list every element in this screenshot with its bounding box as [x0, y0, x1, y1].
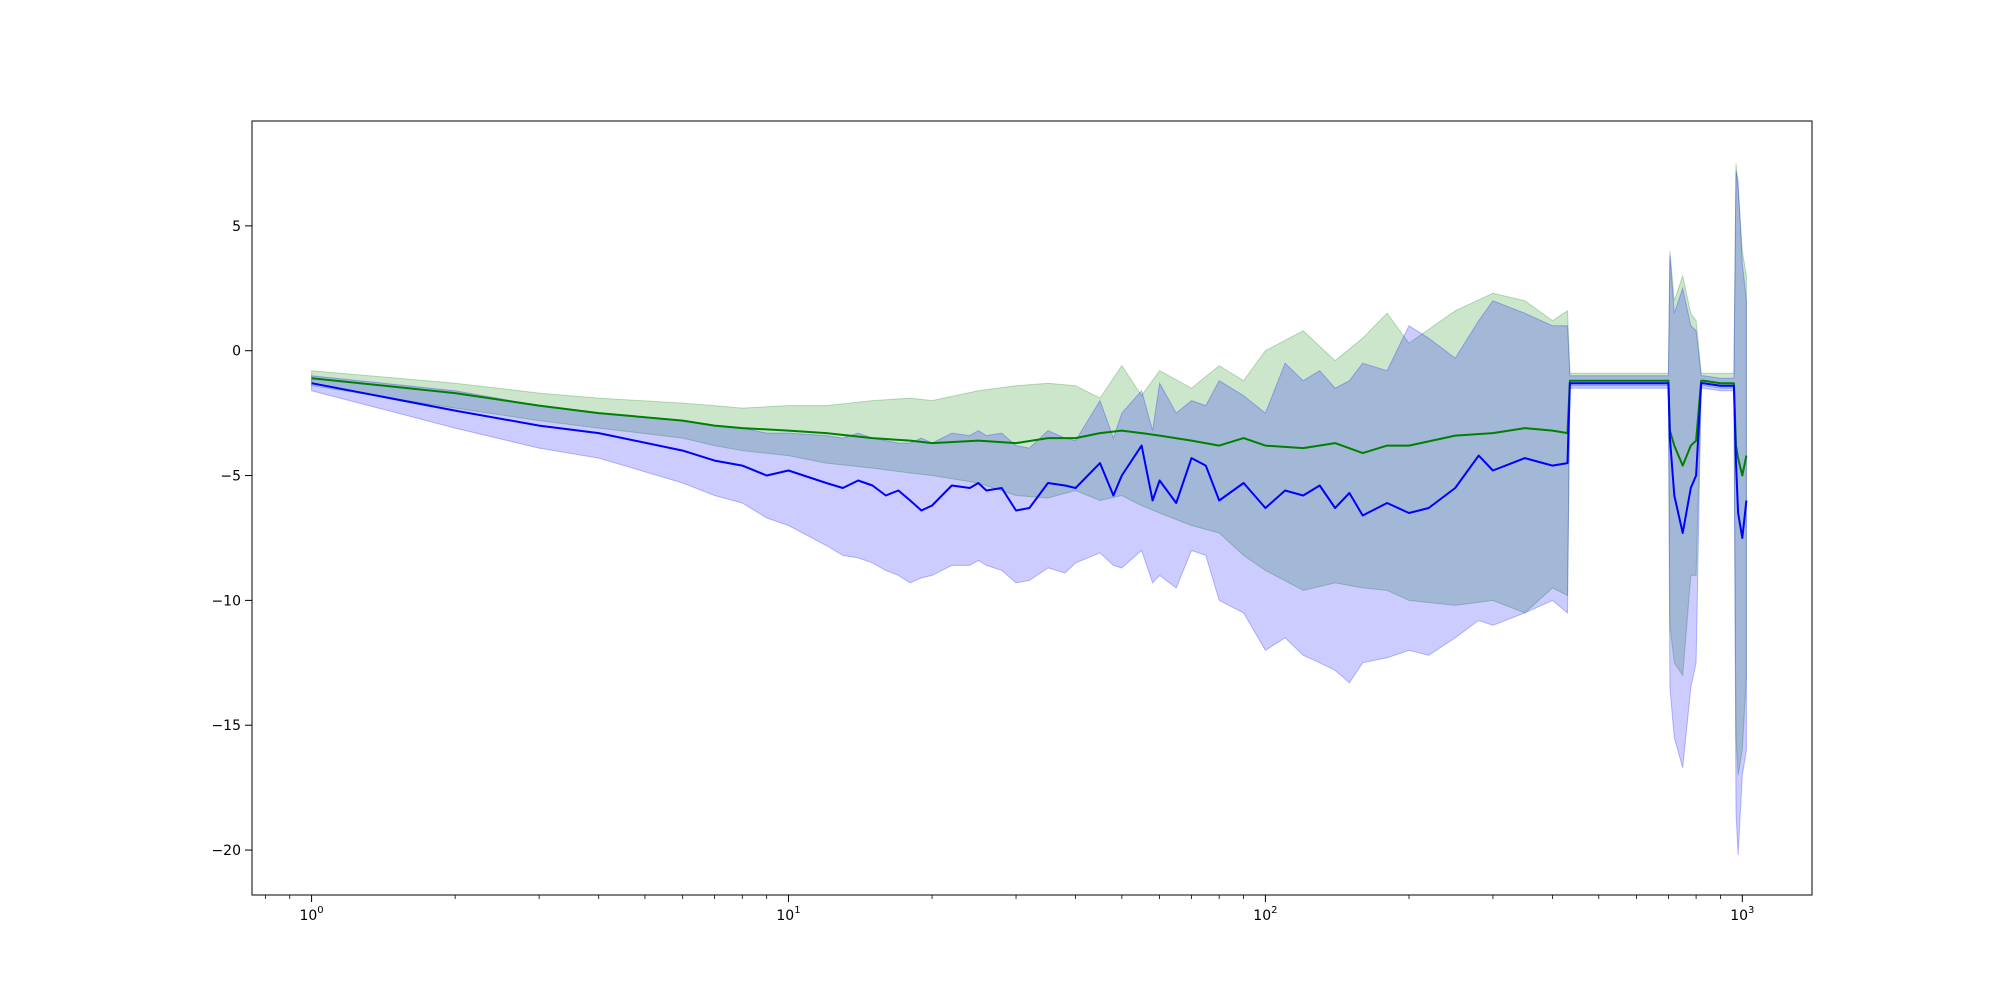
confidence-bands: [311, 163, 1747, 856]
x-axis: 100 101 102 103: [264, 895, 1754, 924]
y-tick-label: −15: [211, 718, 241, 734]
series-0-line: [311, 377, 1748, 477]
y-tick-label: 5: [232, 219, 241, 235]
series-1-band: [311, 170, 1747, 856]
series-lines: [311, 377, 1748, 539]
series-1-line: [311, 382, 1748, 539]
y-tick-label: 0: [232, 344, 241, 360]
plot-area: [252, 121, 1812, 895]
y-tick-label: −20: [211, 843, 241, 859]
y-axis: 5 0 −5 −10 −15 −20: [211, 219, 252, 859]
plot-frame: [251, 120, 1813, 896]
x-tick-label: 103: [1730, 905, 1754, 924]
y-tick-label: −5: [220, 469, 241, 485]
y-tick-label: −10: [211, 593, 241, 609]
x-tick-label: 100: [299, 905, 323, 924]
x-tick-label: 101: [776, 905, 800, 924]
series-0-band: [311, 163, 1747, 776]
x-tick-label: 102: [1253, 905, 1277, 924]
